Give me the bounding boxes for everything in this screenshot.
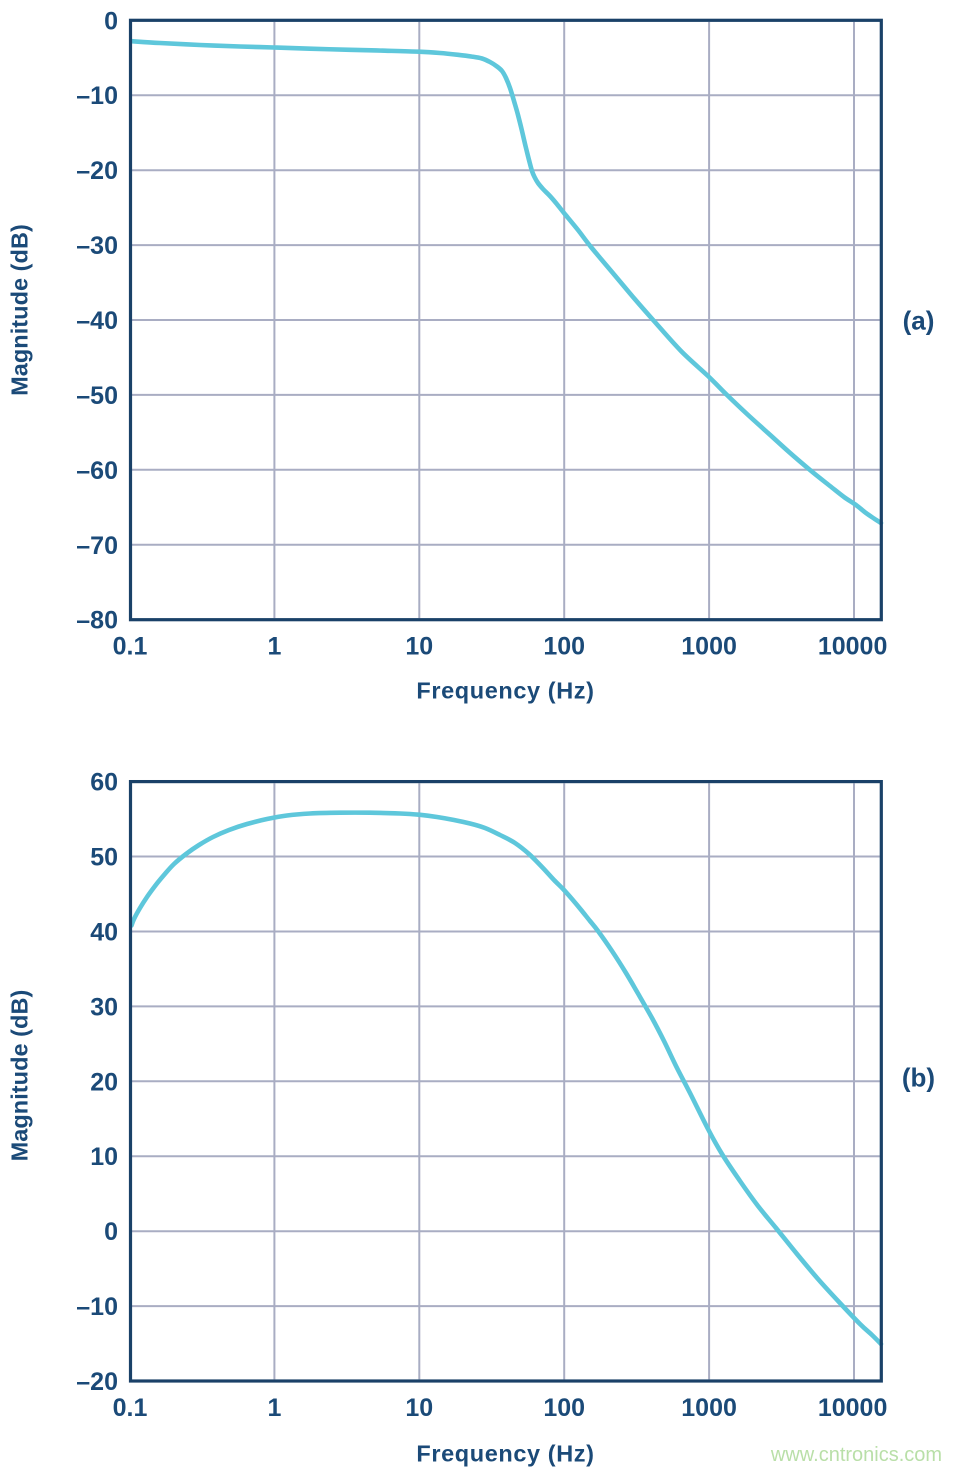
svg-text:10: 10 [90, 1143, 118, 1171]
svg-text:–60: –60 [76, 457, 118, 485]
svg-text:30: 30 [90, 993, 118, 1021]
svg-text:–40: –40 [76, 307, 118, 335]
svg-text:www.cntronics.com: www.cntronics.com [770, 1444, 942, 1466]
svg-text:Frequency (Hz): Frequency (Hz) [416, 678, 594, 704]
svg-text:0.1: 0.1 [113, 1394, 148, 1422]
svg-text:0: 0 [104, 1218, 118, 1246]
svg-text:1000: 1000 [681, 633, 737, 661]
svg-text:100: 100 [543, 633, 585, 661]
svg-text:–20: –20 [76, 1368, 118, 1396]
svg-text:10000: 10000 [818, 633, 888, 661]
svg-text:20: 20 [90, 1068, 118, 1096]
svg-text:100: 100 [543, 1394, 585, 1422]
svg-text:(b): (b) [902, 1063, 935, 1093]
svg-text:1: 1 [267, 633, 281, 661]
svg-text:10: 10 [405, 1394, 433, 1422]
svg-text:–80: –80 [76, 607, 118, 635]
svg-text:60: 60 [90, 769, 118, 797]
svg-text:–20: –20 [76, 157, 118, 185]
svg-text:–70: –70 [76, 532, 118, 560]
svg-text:–10: –10 [76, 82, 118, 110]
svg-text:Magnitude (dB): Magnitude (dB) [7, 224, 33, 396]
svg-text:–50: –50 [76, 382, 118, 410]
svg-text:1000: 1000 [681, 1394, 737, 1422]
svg-text:Magnitude (dB): Magnitude (dB) [7, 990, 33, 1162]
svg-text:10000: 10000 [818, 1394, 888, 1422]
svg-text:–10: –10 [76, 1293, 118, 1321]
svg-text:Frequency (Hz): Frequency (Hz) [416, 1441, 594, 1467]
svg-text:50: 50 [90, 844, 118, 872]
svg-text:0: 0 [104, 7, 118, 35]
svg-text:–30: –30 [76, 232, 118, 260]
svg-text:1: 1 [267, 1394, 281, 1422]
svg-text:(a): (a) [903, 306, 935, 336]
svg-text:10: 10 [405, 633, 433, 661]
svg-text:0.1: 0.1 [113, 633, 148, 661]
svg-text:40: 40 [90, 919, 118, 947]
